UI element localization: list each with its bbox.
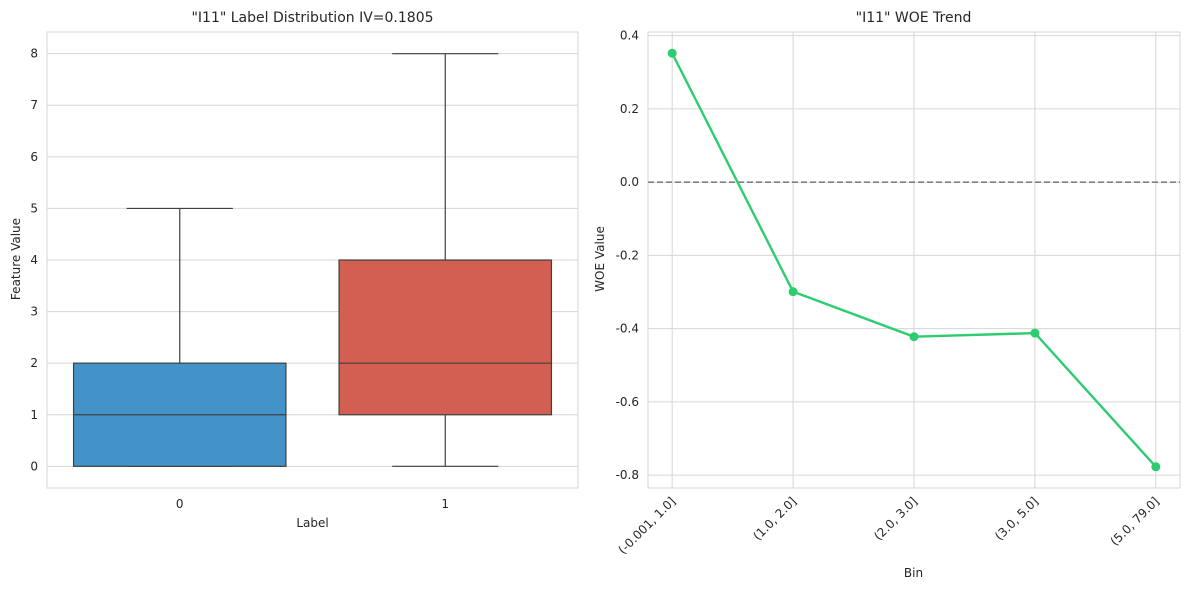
woe-trend-chart: "I11" WOE Trend Bin WOE Value 0.4 0.2 0.0 -… [593, 10, 1181, 580]
x-tick-label: (3.0, 5.0] [992, 494, 1041, 543]
y-tick-label: -0.8 [616, 468, 639, 482]
y-tick-label: 7 [30, 98, 38, 112]
y-tick-label: -0.2 [616, 248, 639, 262]
x-tick-label: (5.0, 79.0] [1108, 494, 1162, 548]
y-tick-label: 1 [30, 408, 38, 422]
plot-frame [46, 31, 579, 489]
label-distribution-chart: "I11" Label Distribution IV=0.1805 Label… [9, 10, 579, 530]
x-axis-label: Bin [904, 566, 923, 580]
x-tick-label: (-0.001, 1.0] [616, 494, 679, 557]
y-tick-label: 4 [30, 253, 38, 267]
x-tick-label: (1.0, 2.0] [750, 494, 799, 543]
y-tick-label: 5 [30, 201, 38, 215]
y-tick-label: -0.4 [616, 322, 639, 336]
y-tick-label: 3 [30, 305, 38, 319]
x-axis-label: Label [296, 516, 328, 530]
y-tick-label: 0 [30, 459, 38, 473]
woe-data-point [1151, 462, 1161, 472]
box-body-1 [338, 259, 553, 416]
chart-title: "I11" Label Distribution IV=0.1805 [191, 10, 433, 26]
woe-data-point [667, 48, 677, 58]
y-axis-label: Feature Value [9, 218, 23, 300]
chart-title: "I11" WOE Trend [856, 10, 972, 26]
y-tick-label: 0.0 [620, 175, 639, 189]
y-tick-label: 0.4 [620, 29, 639, 43]
x-tick-label: 1 [441, 497, 449, 511]
y-axis-label: WOE Value [593, 226, 607, 292]
woe-data-point [788, 287, 798, 297]
y-tick-label: -0.6 [616, 395, 639, 409]
x-tick-label: (2.0, 3.0] [871, 494, 920, 543]
y-tick-label: 6 [30, 150, 38, 164]
x-tick-label: 0 [176, 497, 184, 511]
y-tick-label: 8 [30, 47, 38, 61]
y-tick-label: 0.2 [620, 102, 639, 116]
woe-data-point [909, 332, 919, 342]
woe-data-point [1030, 328, 1040, 338]
y-tick-label: 2 [30, 356, 38, 370]
plot-frame [647, 31, 1181, 489]
